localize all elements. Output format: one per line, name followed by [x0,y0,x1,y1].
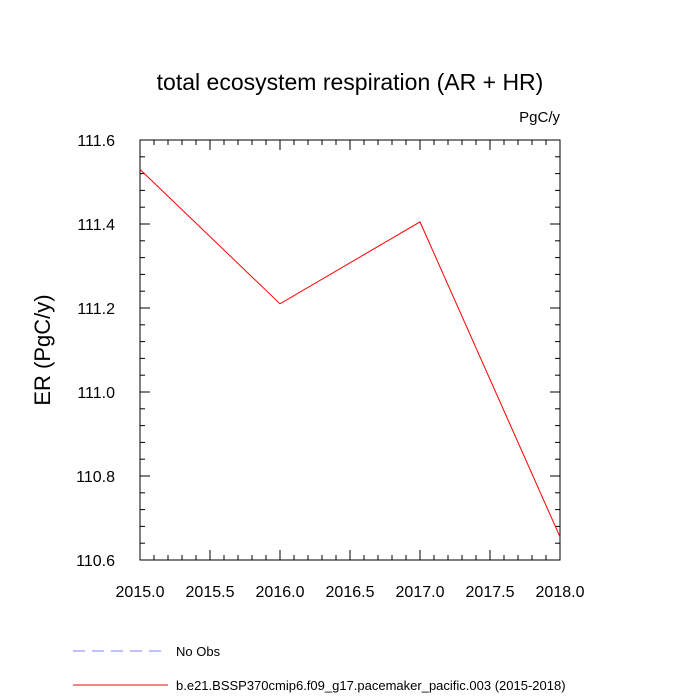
x-tick-label: 2016.5 [326,584,375,601]
plot-frame [139,139,561,561]
x-tick-label: 2015.0 [116,584,165,601]
x-tick-label: 2015.5 [186,584,235,601]
x-tick-label: 2018.0 [536,584,585,601]
x-tick-label: 2017.0 [396,584,445,601]
y-tick-label: 110.8 [76,469,115,486]
chart-title: total ecosystem respiration (AR + HR) [157,69,544,95]
legend-label-0: No Obs [176,644,221,659]
series-line-1 [139,169,561,538]
legend-label-1: b.e21.BSSP370cmip6.f09_g17.pacemaker_pac… [176,678,566,693]
plot-area: 2015.0 2015.5 2016.0 2016.5 2017.0 2017.5 2018… [76,133,584,601]
units-label: PgC/y [519,109,560,126]
legend: No Obs b.e21.BSSP370cmip6.f09_g17.pacemak… [73,644,566,693]
y-tick-label: 110.6 [76,553,115,570]
y-tick-label: 111.0 [77,385,115,402]
x-tick-label: 2016.0 [256,584,305,601]
y-axis-label: ER (PgC/y) [30,294,55,405]
y-tick-label: 111.4 [77,217,115,234]
y-tick-label: 111.2 [77,301,115,318]
x-tick-label: 2017.5 [466,584,515,601]
y-tick-label: 111.6 [77,133,115,150]
